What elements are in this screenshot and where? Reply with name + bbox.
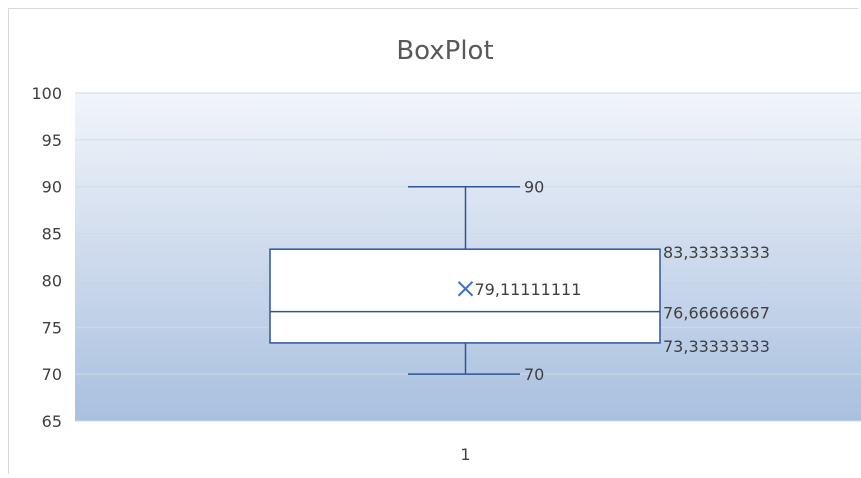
data-labels: 90 83,33333333 79,11111111 76,66666667 7… — [475, 178, 770, 384]
y-tick-label: 85 — [42, 225, 62, 244]
x-axis-ticks: 1 — [460, 445, 470, 464]
y-tick-label: 80 — [42, 271, 62, 290]
box-iqr — [269, 248, 661, 344]
label-q1: 73,33333333 — [663, 337, 770, 356]
y-tick-label: 75 — [42, 318, 62, 337]
box-series — [269, 185, 661, 375]
y-axis-ticks: 65 70 75 80 85 90 95 100 — [31, 84, 62, 431]
mean-marker — [457, 281, 474, 297]
x-tick-label: 1 — [460, 445, 470, 464]
y-tick-label: 70 — [42, 365, 62, 384]
label-max: 90 — [524, 178, 544, 197]
label-mean: 79,11111111 — [475, 280, 582, 299]
chart-title: BoxPlot — [396, 36, 493, 66]
label-min: 70 — [524, 365, 544, 384]
y-tick-label: 65 — [42, 412, 62, 431]
y-tick-label: 95 — [42, 131, 62, 150]
label-median: 76,66666667 — [663, 304, 770, 323]
y-tick-label: 90 — [42, 178, 62, 197]
y-tick-label: 100 — [31, 84, 62, 103]
label-q3: 83,33333333 — [663, 243, 770, 262]
